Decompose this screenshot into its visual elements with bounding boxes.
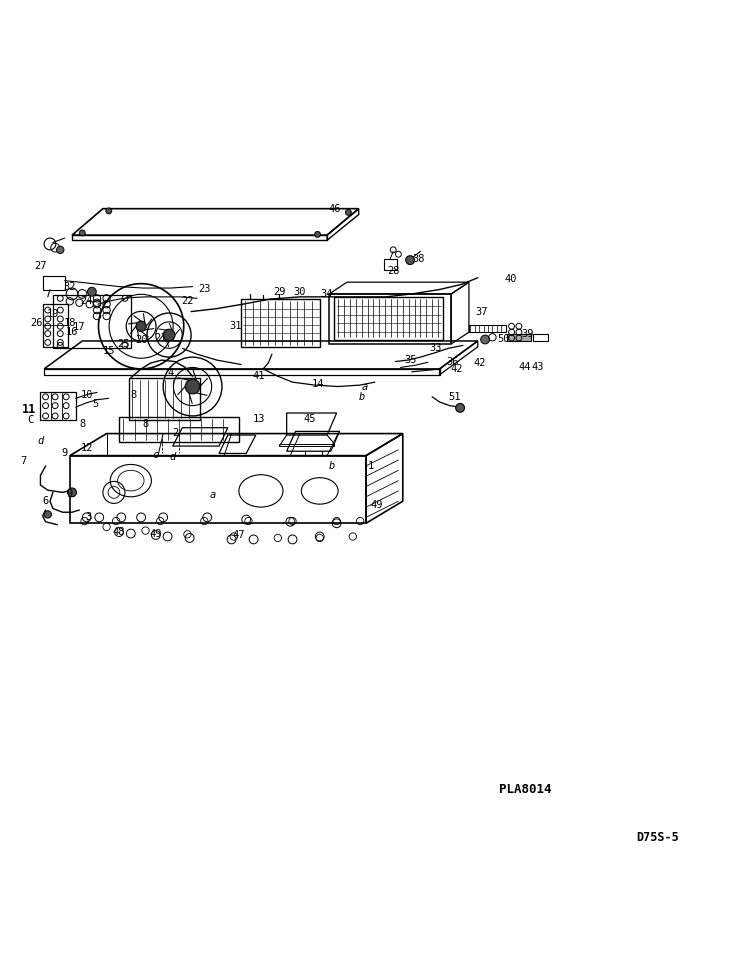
Text: 42: 42 <box>451 364 464 374</box>
Text: 38: 38 <box>412 254 426 264</box>
Text: b: b <box>329 461 335 471</box>
Circle shape <box>481 335 490 343</box>
Circle shape <box>87 287 96 296</box>
Text: 22: 22 <box>181 297 194 306</box>
Text: d: d <box>37 436 43 446</box>
Text: 42: 42 <box>473 358 486 368</box>
Text: 11: 11 <box>22 403 37 415</box>
Text: 8: 8 <box>143 419 148 429</box>
Circle shape <box>456 404 465 413</box>
Circle shape <box>44 511 51 518</box>
Text: c: c <box>153 450 159 460</box>
Text: 14: 14 <box>311 378 324 388</box>
Text: 18: 18 <box>63 317 76 328</box>
Text: 19: 19 <box>46 308 60 319</box>
Circle shape <box>136 321 146 332</box>
Text: 45: 45 <box>304 414 317 424</box>
Text: 21: 21 <box>154 333 167 343</box>
Circle shape <box>345 209 351 215</box>
Text: 6: 6 <box>43 496 49 506</box>
Text: 34: 34 <box>320 289 334 299</box>
Text: 13: 13 <box>252 414 265 424</box>
Bar <box>507 334 531 341</box>
Text: a: a <box>210 490 216 500</box>
Text: 8: 8 <box>131 389 137 400</box>
Text: 15: 15 <box>102 345 115 355</box>
Text: b: b <box>359 392 365 402</box>
Text: 20: 20 <box>135 336 148 345</box>
Text: 49: 49 <box>149 528 162 538</box>
Text: 33: 33 <box>429 343 442 353</box>
Text: 37: 37 <box>475 307 488 317</box>
Text: 7: 7 <box>21 455 26 466</box>
Text: 4: 4 <box>168 368 173 378</box>
Text: 3: 3 <box>85 513 91 523</box>
Text: 43: 43 <box>531 362 545 373</box>
Text: 2: 2 <box>172 428 178 438</box>
Text: 32: 32 <box>63 281 76 292</box>
Text: 46: 46 <box>328 203 341 214</box>
Text: 40: 40 <box>504 274 517 284</box>
Text: 29: 29 <box>273 287 286 297</box>
Bar <box>469 325 506 332</box>
Circle shape <box>79 230 85 235</box>
Text: 26: 26 <box>30 317 43 328</box>
Text: 31: 31 <box>229 321 242 331</box>
Text: 17: 17 <box>73 322 86 332</box>
Text: 24: 24 <box>80 296 93 306</box>
Circle shape <box>163 329 175 341</box>
Text: 10: 10 <box>80 389 93 400</box>
Bar <box>40 392 76 420</box>
Text: 8: 8 <box>79 419 85 429</box>
Text: 9: 9 <box>62 449 68 458</box>
Text: 39: 39 <box>521 329 534 340</box>
Text: 35: 35 <box>404 355 417 365</box>
Circle shape <box>57 246 64 254</box>
Text: a: a <box>362 382 368 392</box>
Circle shape <box>106 208 112 214</box>
Text: D75S-5: D75S-5 <box>637 831 679 845</box>
Circle shape <box>185 379 200 394</box>
Text: 9: 9 <box>67 488 73 499</box>
Text: 25: 25 <box>117 339 130 349</box>
Text: PLA8014: PLA8014 <box>499 783 552 796</box>
Text: 12: 12 <box>80 443 93 452</box>
Text: 47: 47 <box>232 530 245 540</box>
Text: 5: 5 <box>93 399 98 410</box>
Text: 16: 16 <box>65 327 79 338</box>
Text: 28: 28 <box>387 267 400 276</box>
Circle shape <box>315 232 320 237</box>
Text: 48: 48 <box>112 527 126 537</box>
Text: 41: 41 <box>252 372 265 381</box>
Bar <box>43 276 65 290</box>
Circle shape <box>406 256 415 265</box>
Text: 44: 44 <box>518 362 531 373</box>
Bar <box>533 334 548 341</box>
Text: 50: 50 <box>497 335 510 344</box>
Text: 27: 27 <box>34 261 47 271</box>
Text: 51: 51 <box>448 392 461 402</box>
Text: 23: 23 <box>198 284 211 294</box>
Text: 30: 30 <box>293 287 306 297</box>
Text: d: d <box>170 452 176 462</box>
Text: 36: 36 <box>446 356 459 367</box>
Text: C: C <box>28 415 34 425</box>
Circle shape <box>68 488 76 497</box>
Text: 1: 1 <box>368 461 374 471</box>
Text: 49: 49 <box>370 500 383 510</box>
